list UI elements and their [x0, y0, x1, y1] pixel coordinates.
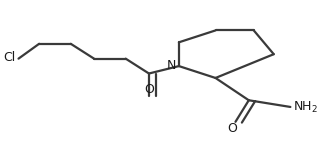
Text: NH$_2$: NH$_2$: [293, 99, 318, 114]
Text: N: N: [167, 59, 176, 72]
Text: Cl: Cl: [4, 51, 16, 64]
Text: O: O: [227, 122, 237, 135]
Text: O: O: [144, 83, 154, 96]
